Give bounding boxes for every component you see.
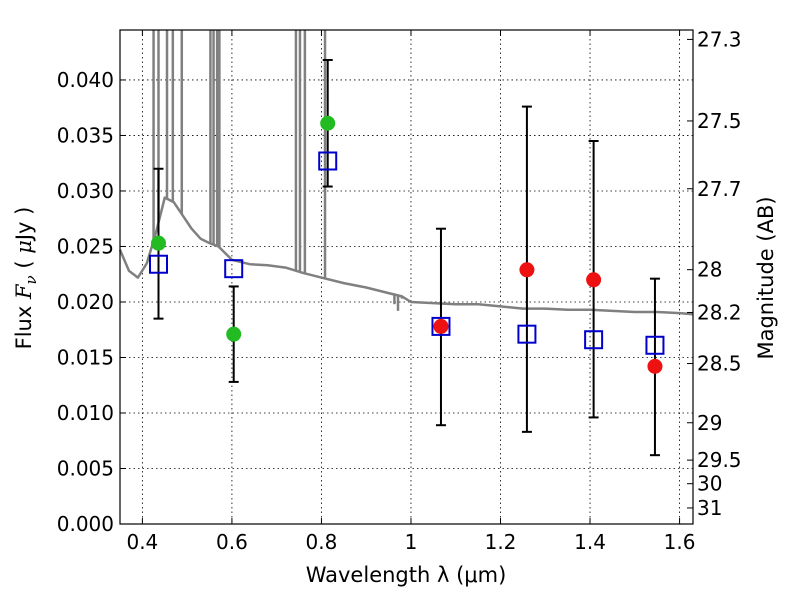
model-flux-square [148,254,168,274]
model-flux-square [224,259,244,279]
model-flux-square [318,151,338,171]
model-spectrum [118,30,694,316]
model-flux-square [431,316,451,336]
y-tick-label: 0.015 [57,345,114,369]
magnitude-tick-label: 31 [697,496,722,520]
x-tick-label: 0.6 [216,530,248,554]
observed-point-red [647,358,663,374]
x-axis-title: Wavelength λ (μm) [306,563,507,587]
y-tick-label: 0.025 [57,234,114,258]
magnitude-tick-label: 30 [697,472,722,496]
y-axis-title: Flux Fν ( μJy ) [12,207,40,350]
y-tick-label: 0.030 [57,179,114,203]
model-flux-square [584,330,604,350]
observed-point-green [150,235,166,251]
model-flux-square [517,324,537,344]
observed-point-red [433,318,449,334]
x-tick-label: 1.2 [485,530,517,554]
observed-point-green [226,326,242,342]
observed-point-green [320,115,336,131]
model-continuum [118,196,694,316]
y-tick-label: 0.035 [57,123,114,147]
magnitude-tick-label: 28 [697,258,722,282]
y-tick-label: 0.010 [57,401,114,425]
observed-point-red [519,262,535,278]
data-points [148,115,665,374]
x-tick-label: 1.6 [664,530,696,554]
magnitude-tick-label: 29 [697,411,722,435]
plot-area [118,30,694,457]
grid-lines [120,30,693,524]
magnitude-tick-label: 29.5 [697,448,742,472]
y-tick-label: 0.000 [57,512,114,536]
plot-frame [119,29,694,525]
y-tick-label: 0.020 [57,290,114,314]
x-tick-labels: 0.4 0.6 0.8 1 1.2 1.4 1.6 [126,530,695,554]
y-tick-labels: 0.000 0.005 0.010 0.015 0.020 0.025 0.030 0.035… [57,68,114,536]
x-tick-label: 0.4 [126,530,158,554]
axis-ticks [120,30,693,525]
model-flux-square [645,335,665,355]
x-tick-label: 0.8 [306,530,338,554]
magnitude-tick-label: 28.2 [697,300,742,324]
x-tick-label: 1 [405,530,418,554]
observed-point-red [586,272,602,288]
magnitude-tick-label: 27.3 [697,27,742,51]
magnitude-tick-label: 27.7 [697,177,742,201]
magnitude-axis-title: Magnitude (AB) [754,196,778,359]
y-tick-label: 0.005 [57,456,114,480]
magnitude-tick-label: 28.5 [697,352,742,376]
y-tick-label: 0.040 [57,68,114,92]
x-tick-label: 1.4 [574,530,606,554]
magnitude-tick-label: 27.5 [697,109,742,133]
